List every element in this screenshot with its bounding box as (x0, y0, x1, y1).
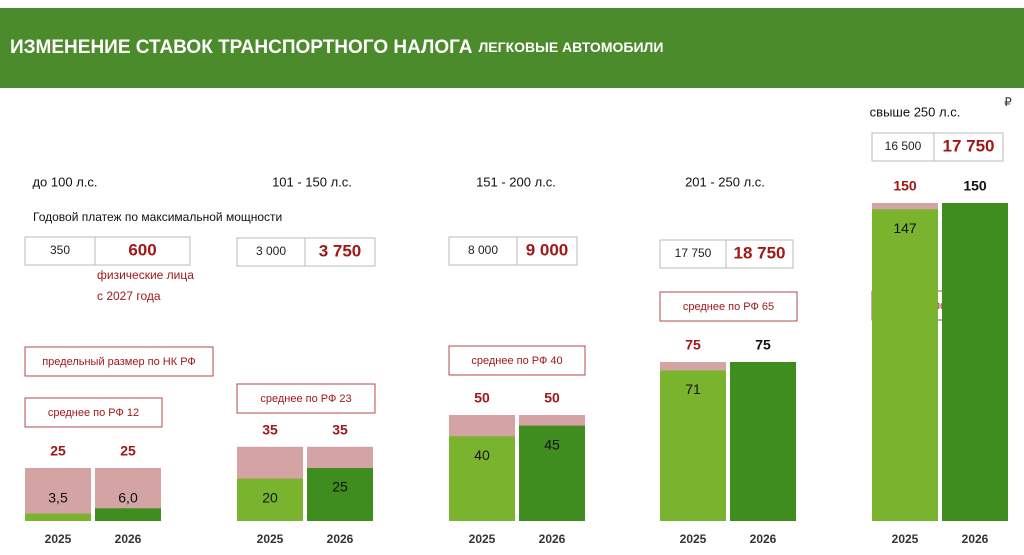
average-box (24, 397, 163, 428)
title-main: ИЗМЕНЕНИЕ СТАВОК ТРАНСПОРТНОГО НАЛОГА (10, 37, 473, 58)
year-label: 2025 (469, 532, 496, 546)
year-label: 2025 (257, 532, 284, 546)
group-name: до 100 л.с. (32, 174, 97, 189)
payment-new: 600 (128, 240, 156, 259)
average-box (448, 345, 586, 376)
payment-old: 3 000 (256, 244, 286, 258)
max-label: 35 (262, 422, 278, 438)
unit: ₽ (1004, 95, 1012, 109)
year-label: 2026 (962, 532, 989, 546)
header-band (0, 8, 1024, 88)
max-label: 25 (120, 443, 136, 459)
max-label: 150 (893, 178, 917, 194)
year-label: 2026 (750, 532, 777, 546)
group-name: 151 - 200 л.с. (476, 174, 556, 189)
payment-caption: Годовой платеж по максимальной мощности (33, 210, 282, 224)
average-bar (519, 425, 585, 521)
max-label: 35 (332, 422, 348, 438)
average-caption: среднее по РФ 12 (48, 407, 139, 419)
payment-box (871, 132, 1004, 162)
average-label: 20 (262, 489, 278, 505)
max-label: 75 (755, 337, 771, 353)
average-label: 6,0 (118, 490, 138, 506)
average-label: 40 (474, 447, 490, 463)
average-bar (449, 436, 515, 521)
average-label: 3,5 (48, 490, 68, 506)
max-label: 50 (474, 390, 490, 406)
average-label: 71 (685, 381, 701, 397)
max-label: 25 (50, 443, 66, 459)
note-line: с 2027 года (97, 289, 161, 303)
year-label: 2025 (680, 532, 707, 546)
payment-box (24, 236, 191, 266)
payment-box (236, 237, 376, 267)
payment-new: 3 750 (319, 241, 362, 260)
average-caption: среднее по РФ 65 (683, 301, 774, 313)
group-name: свыше 250 л.с. (870, 104, 961, 119)
average-caption: среднее по РФ 23 (260, 393, 351, 405)
year-label: 2026 (327, 532, 354, 546)
average-bar (237, 478, 303, 521)
limit-box (24, 346, 214, 377)
payment-old: 17 750 (675, 246, 712, 260)
average-bar (660, 370, 726, 521)
payment-box (448, 236, 578, 266)
year-label: 2026 (115, 532, 142, 546)
group-name: 201 - 250 л.с. (685, 174, 765, 189)
average-bar (872, 209, 938, 522)
title: ИЗМЕНЕНИЕ СТАВОК ТРАНСПОРТНОГО НАЛОГА ЛЕГ… (10, 37, 663, 58)
year-label: 2025 (892, 532, 919, 546)
average-bar (25, 513, 91, 521)
average-box (236, 383, 376, 414)
payment-old: 16 500 (885, 139, 922, 153)
average-caption: среднее по РФ 40 (471, 355, 562, 367)
group-name: 101 - 150 л.с. (272, 174, 352, 189)
year-label: 2026 (539, 532, 566, 546)
average-bar (307, 468, 373, 521)
payment-new: 17 750 (943, 136, 995, 155)
payment-new: 9 000 (526, 240, 569, 259)
max-bar (730, 362, 796, 521)
average-label: 25 (332, 479, 348, 495)
max-label: 150 (963, 178, 987, 194)
max-bar (25, 468, 91, 521)
note-line: физические лица (97, 268, 194, 282)
average-label: 147 (893, 220, 917, 236)
limit-caption: предельный размер по НК РФ (42, 356, 196, 368)
average-box (659, 291, 798, 322)
average-bar (95, 508, 161, 521)
max-label: 50 (544, 390, 560, 406)
subtitle: ЛЕГКОВЫЕ АВТОМОБИЛИ (478, 39, 663, 55)
max-bar (942, 203, 1008, 521)
payment-old: 350 (50, 243, 70, 257)
year-label: 2025 (45, 532, 72, 546)
max-label: 75 (685, 337, 701, 353)
payment-old: 8 000 (468, 243, 498, 257)
average-label: 45 (544, 436, 560, 452)
payment-new: 18 750 (734, 243, 786, 262)
